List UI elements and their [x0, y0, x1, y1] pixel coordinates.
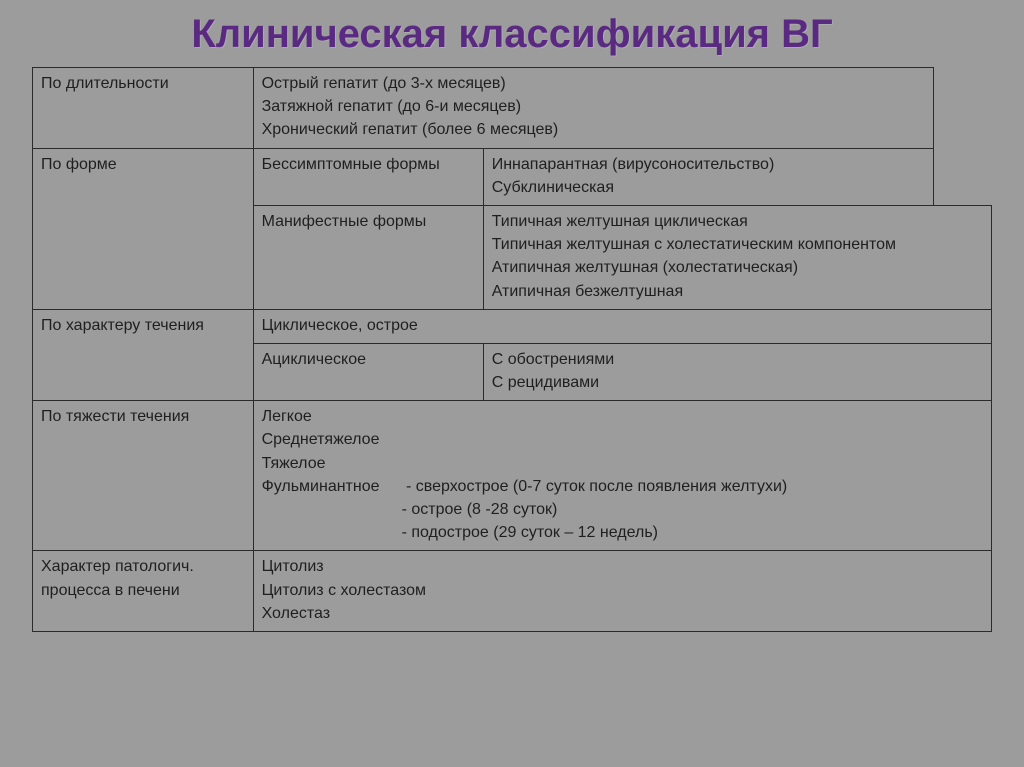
- table-row: По длительности Острый гепатит (до 3-х м…: [33, 68, 992, 149]
- spacer-cell: [934, 68, 992, 206]
- content-cell: Типичная желтушная циклическая Типичная …: [483, 205, 991, 309]
- cell-line: С обострениями: [492, 348, 983, 371]
- cell-line: Цитолиз: [262, 555, 983, 578]
- category-cell: По длительности: [33, 68, 254, 149]
- category-cell: Характер патологич. процесса в печени: [33, 551, 254, 632]
- table-row: По тяжести течения Легкое Среднетяжелое …: [33, 401, 992, 551]
- cell-line: Острый гепатит (до 3-х месяцев): [262, 72, 926, 95]
- sub-label: Фульминантное: [262, 475, 402, 498]
- cell-line: Легкое: [262, 405, 983, 428]
- content-cell: Ациклическое: [253, 343, 483, 400]
- category-cell: По характеру течения: [33, 309, 254, 401]
- cell-line: Среднетяжелое: [262, 428, 983, 451]
- sub-item: - подострое (29 суток – 12 недель): [262, 521, 983, 544]
- cell-line: Атипичная желтушная (холестатическая): [492, 256, 983, 279]
- cell-line: Цитолиз с холестазом: [262, 579, 983, 602]
- sub-item: - сверхострое (0-7 суток после появления…: [406, 478, 787, 495]
- table-row: Характер патологич. процесса в печени Ци…: [33, 551, 992, 632]
- cell-line: Фульминантное - сверхострое (0-7 суток п…: [262, 475, 983, 498]
- cell-line: Хронический гепатит (более 6 месяцев): [262, 118, 926, 141]
- cell-line: Иннапарантная (вирусоносительство): [492, 153, 926, 176]
- table-row: По характеру течения Циклическое, острое: [33, 309, 992, 343]
- content-cell: Циклическое, острое: [253, 309, 991, 343]
- page-title: Клиническая классификация ВГ: [32, 12, 992, 57]
- classification-table: По длительности Острый гепатит (до 3-х м…: [32, 67, 992, 632]
- content-cell: Иннапарантная (вирусоносительство) Субкл…: [483, 148, 934, 205]
- content-cell: Манифестные формы: [253, 205, 483, 309]
- content-cell: Острый гепатит (до 3-х месяцев) Затяжной…: [253, 68, 934, 149]
- content-cell: Легкое Среднетяжелое Тяжелое Фульминантн…: [253, 401, 991, 551]
- cell-line: Тяжелое: [262, 452, 983, 475]
- content-cell: С обострениями С рецидивами: [483, 343, 991, 400]
- cell-line: Холестаз: [262, 602, 983, 625]
- content-cell: Цитолиз Цитолиз с холестазом Холестаз: [253, 551, 991, 632]
- slide: Клиническая классификация ВГ По длительн…: [0, 0, 1024, 767]
- category-cell: По форме: [33, 148, 254, 309]
- sub-item: - острое (8 -28 суток): [262, 498, 983, 521]
- cell-line: Атипичная безжелтушная: [492, 280, 983, 303]
- cell-line: Типичная желтушная с холестатическим ком…: [492, 233, 983, 256]
- category-cell: По тяжести течения: [33, 401, 254, 551]
- cell-line: Типичная желтушная циклическая: [492, 210, 983, 233]
- cell-line: Затяжной гепатит (до 6-и месяцев): [262, 95, 926, 118]
- table-row: По форме Бессимптомные формы Иннапарантн…: [33, 148, 992, 205]
- content-cell: Бессимптомные формы: [253, 148, 483, 205]
- cell-line: С рецидивами: [492, 371, 983, 394]
- cell-line: Субклиническая: [492, 176, 926, 199]
